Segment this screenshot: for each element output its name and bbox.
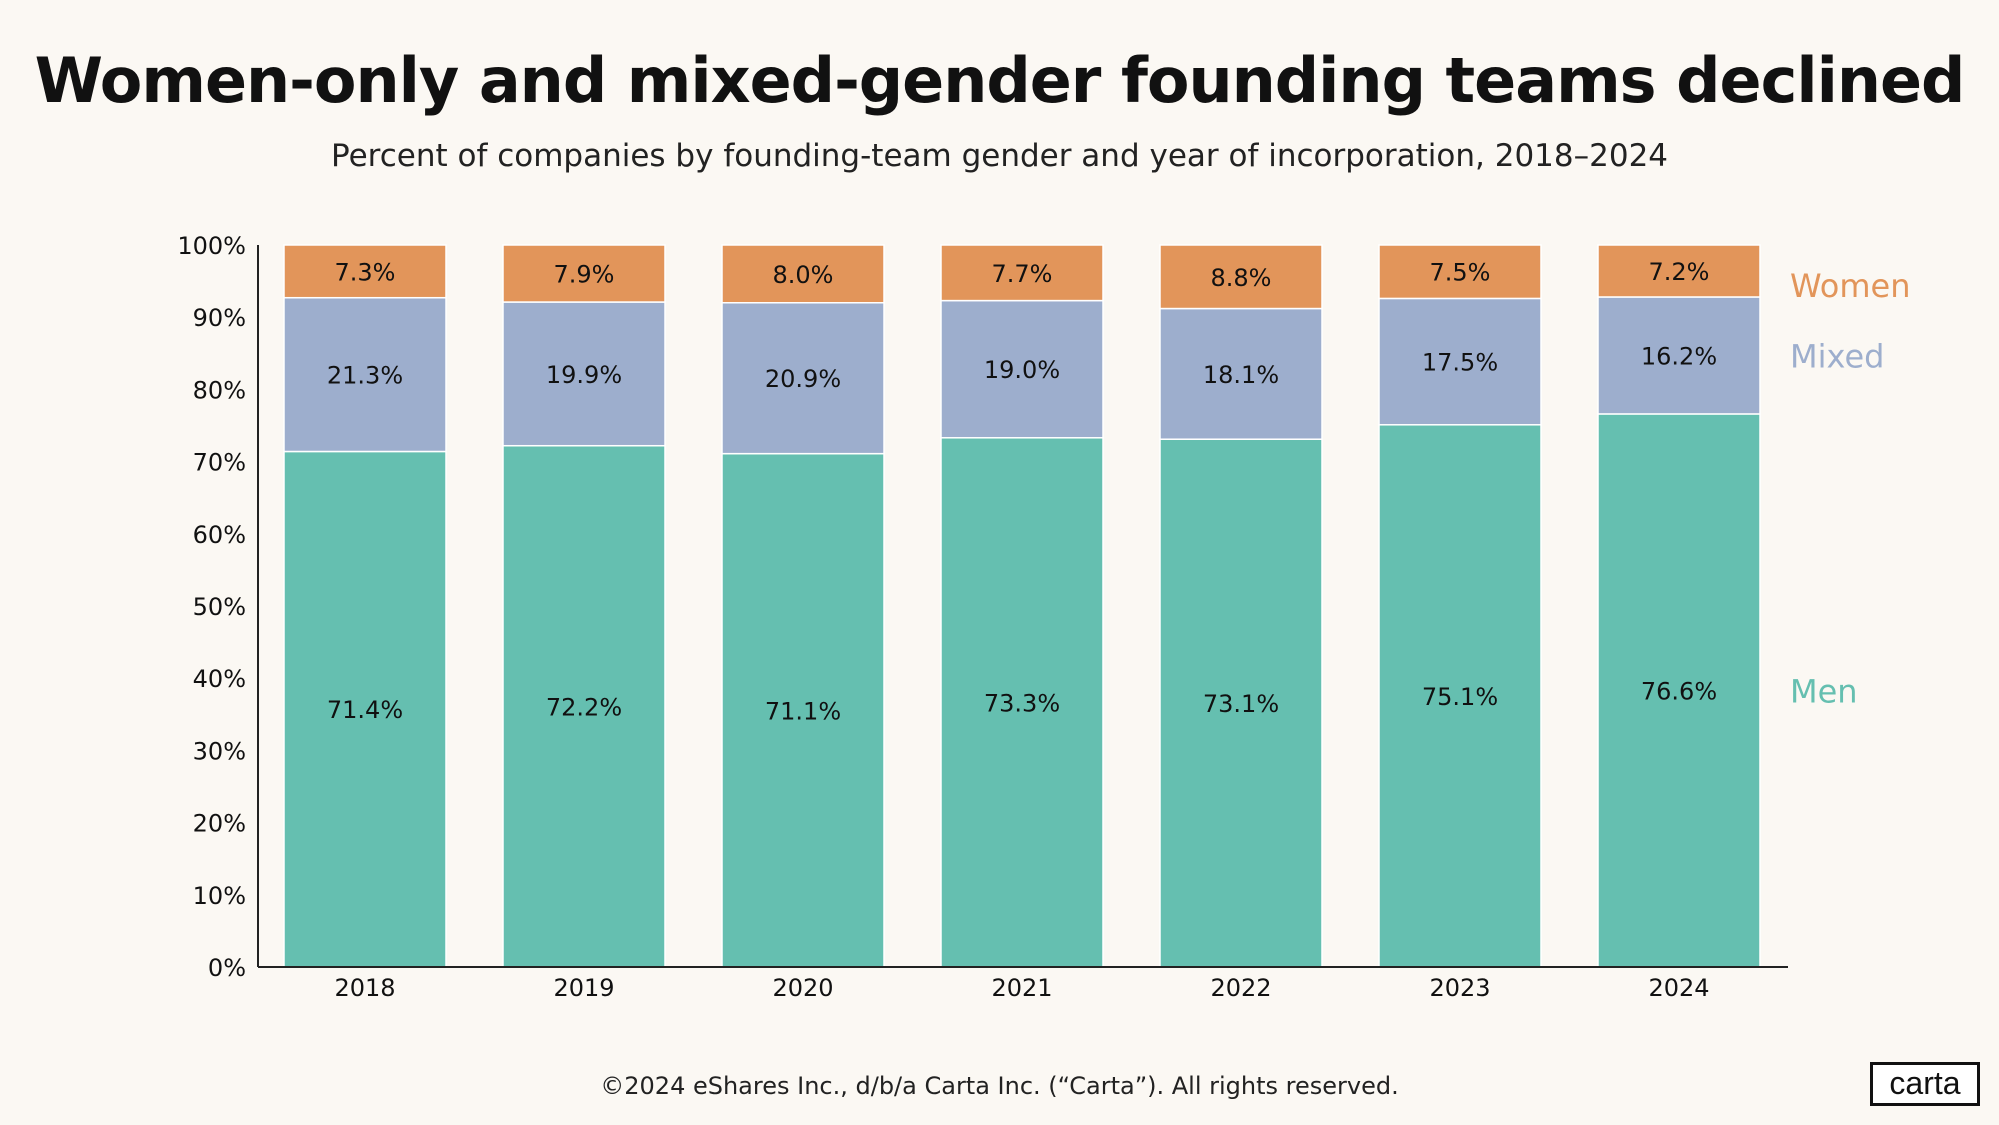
bar-men-2020 [721,452,885,968]
page-title: Women-only and mixed-gender founding tea… [34,44,1966,117]
bar-men-2022 [1159,438,1323,968]
data-label-mixed-2021: 19.0% [984,356,1060,384]
y-tick-label-30: 30% [193,737,246,765]
data-label-mixed-2024: 16.2% [1641,342,1717,370]
data-label-women-2023: 7.5% [1430,259,1491,287]
bar-mixed-2020 [721,302,885,455]
bar-men-2024 [1597,413,1761,968]
y-tick-label-40: 40% [193,665,246,693]
data-label-mixed-2020: 20.9% [765,365,841,393]
data-label-women-2024: 7.2% [1649,258,1710,286]
data-label-men-2021: 73.3% [984,689,1060,717]
data-label-women-2021: 7.7% [992,260,1053,288]
bar-women-2023 [1378,244,1542,300]
y-tick-label-80: 80% [193,376,246,404]
data-label-men-2022: 73.1% [1203,690,1279,718]
data-label-women-2022: 8.8% [1211,264,1272,292]
y-tick-label-10: 10% [193,882,246,910]
bar-mixed-2022 [1159,307,1323,440]
bar-women-2020 [721,244,885,304]
data-label-mixed-2022: 18.1% [1203,361,1279,389]
data-label-women-2018: 7.3% [335,258,396,286]
data-label-mixed-2018: 21.3% [327,362,403,390]
bar-women-2021 [940,244,1104,302]
bar-women-2024 [1597,244,1761,298]
x-tick-label-2019: 2019 [553,974,614,1002]
legend-women: Women [1790,267,1910,305]
carta-logo: carta [1870,1062,1980,1106]
data-label-men-2024: 76.6% [1641,677,1717,705]
bar-mixed-2024 [1597,296,1761,415]
y-tick-label-100: 100% [177,232,246,260]
bar-men-2023 [1378,424,1542,968]
data-label-mixed-2019: 19.9% [546,361,622,389]
y-tick-label-60: 60% [193,521,246,549]
bar-women-2018 [283,244,447,299]
data-label-women-2020: 8.0% [773,261,834,289]
x-tick-label-2018: 2018 [334,974,395,1002]
x-tick-label-2021: 2021 [991,974,1052,1002]
data-label-men-2023: 75.1% [1422,683,1498,711]
bar-mixed-2021 [940,299,1104,439]
data-label-women-2019: 7.9% [554,261,615,289]
copyright-footer: ©2024 eShares Inc., d/b/a Carta Inc. (“C… [600,1072,1399,1100]
x-tick-label-2022: 2022 [1210,974,1271,1002]
page-subtitle: Percent of companies by founding-team ge… [330,138,1669,174]
data-label-men-2020: 71.1% [765,697,841,725]
x-tick-label-2020: 2020 [772,974,833,1002]
legend-men: Men [1790,672,1858,710]
y-tick-label-50: 50% [193,593,246,621]
x-tick-label-2024: 2024 [1648,974,1709,1002]
y-tick-label-0: 0% [208,954,246,982]
data-label-men-2019: 72.2% [546,693,622,721]
x-tick-label-2023: 2023 [1429,974,1490,1002]
bar-mixed-2019 [502,301,666,447]
data-label-men-2018: 71.4% [327,696,403,724]
bar-men-2021 [940,437,1104,968]
bar-women-2022 [1159,244,1323,310]
bar-mixed-2018 [283,296,447,453]
y-tick-label-90: 90% [193,304,246,332]
y-tick-label-70: 70% [193,449,246,477]
legend-mixed: Mixed [1790,337,1884,375]
bar-women-2019 [502,244,666,303]
y-tick-label-20: 20% [193,810,246,838]
data-label-mixed-2023: 17.5% [1422,349,1498,377]
bar-mixed-2023 [1378,297,1542,426]
